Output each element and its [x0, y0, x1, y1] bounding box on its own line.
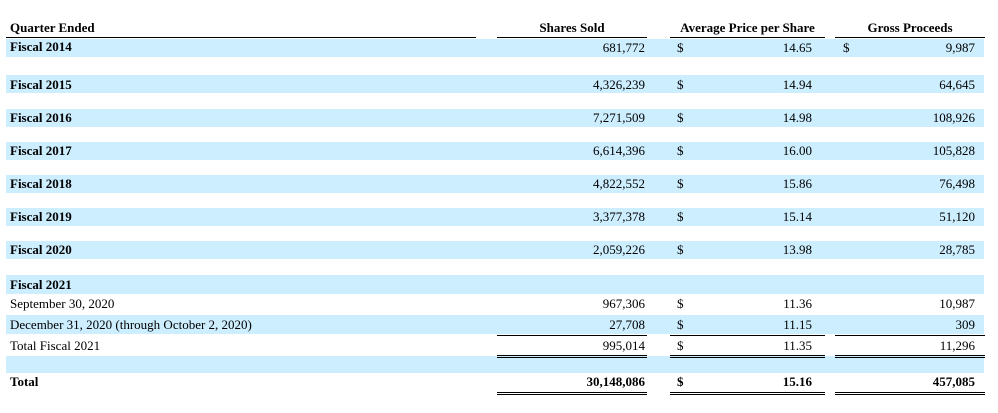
row-band: [6, 39, 984, 57]
shares-cell: 995,014: [602, 338, 645, 353]
total-double-rule: [670, 394, 825, 395]
row-label: Fiscal 2018: [10, 176, 72, 191]
row-label: Fiscal 2016: [10, 110, 72, 125]
section-label: Fiscal 2021: [10, 277, 72, 292]
price-cell: 11.36: [783, 296, 812, 311]
proceeds-cell: 51,120: [939, 209, 975, 224]
shares-cell: 7,271,509: [593, 110, 645, 125]
subtotal-rule: [835, 335, 985, 336]
price-cell: 16.00: [782, 143, 812, 158]
dollar-sign: $: [677, 338, 684, 353]
price-cell: 11.35: [783, 338, 812, 353]
price-cell: 15.14: [782, 209, 812, 224]
proceeds-cell: 76,498: [939, 176, 975, 191]
shares-cell: 2,059,226: [593, 242, 645, 257]
total-double-rule: [670, 392, 825, 393]
dollar-sign: $: [677, 296, 684, 311]
subtotal-double-rule: [497, 357, 647, 358]
proceeds-cell: 28,785: [939, 242, 975, 257]
row-band: [6, 75, 984, 93]
dollar-sign: $: [677, 143, 684, 158]
total-label: Total: [10, 374, 39, 389]
dollar-sign: $: [677, 374, 684, 389]
column-header-shares: Shares Sold: [539, 20, 605, 35]
header-underline: [835, 37, 985, 38]
subtotal-rule: [670, 335, 825, 336]
row-band: [6, 275, 984, 294]
row-band: [6, 109, 984, 127]
shares-cell: 4,326,239: [593, 77, 645, 92]
total-double-rule: [497, 392, 647, 393]
proceeds-cell: 64,645: [939, 77, 975, 92]
header-underline: [670, 37, 825, 38]
row-label: Fiscal 2015: [10, 77, 72, 92]
subtotal-double-rule: [670, 357, 825, 358]
price-cell: 13.98: [782, 242, 812, 257]
subtotal-double-rule: [497, 355, 647, 356]
price-cell: 14.98: [782, 110, 812, 125]
shares-cell: 6,614,396: [593, 143, 645, 158]
row-band: [6, 241, 984, 259]
proceeds-cell: 309: [955, 317, 976, 332]
price-cell: 11.15: [783, 317, 812, 332]
total-double-rule: [835, 394, 985, 395]
dollar-sign: $: [677, 209, 684, 224]
price-cell: 14.94: [782, 77, 812, 92]
shares-cell: 681,772: [602, 40, 645, 55]
column-header-avg-price: Average Price per Share: [680, 20, 815, 35]
shares-cell: 3,377,378: [593, 209, 645, 224]
row-band: [6, 356, 984, 373]
subtotal-double-rule: [835, 357, 985, 358]
subtotal-rule: [497, 335, 647, 336]
dollar-sign: $: [677, 110, 684, 125]
row-band: [6, 208, 984, 226]
shares-cell: 967,306: [602, 296, 645, 311]
dollar-sign: $: [677, 40, 684, 55]
total-double-rule: [497, 394, 647, 395]
row-label: Fiscal 2014: [10, 39, 72, 54]
proceeds-cell: 10,987: [939, 296, 975, 311]
row-band: [6, 315, 984, 334]
row-label: Total Fiscal 2021: [10, 338, 101, 353]
row-label: December 31, 2020 (through October 2, 20…: [10, 317, 252, 332]
row-label: Fiscal 2019: [10, 209, 72, 224]
dollar-sign: $: [843, 40, 850, 55]
shares-cell: 4,822,552: [593, 176, 645, 191]
subtotal-double-rule: [670, 355, 825, 356]
header-underline: [497, 37, 647, 38]
subtotal-double-rule: [835, 355, 985, 356]
header-underline: [6, 37, 476, 38]
shares-cell: 27,708: [609, 317, 645, 332]
row-label: Fiscal 2017: [10, 143, 72, 158]
row-label: September 30, 2020: [10, 296, 115, 311]
row-label: Fiscal 2020: [10, 242, 72, 257]
proceeds-total-cell: 457,085: [932, 374, 975, 389]
proceeds-cell: 108,926: [932, 110, 975, 125]
proceeds-cell: 9,987: [945, 40, 975, 55]
price-total-cell: 15.16: [782, 374, 812, 389]
dollar-sign: $: [677, 176, 684, 191]
shares-total-cell: 30,148,086: [586, 374, 646, 389]
row-band: [6, 142, 984, 160]
total-double-rule: [835, 392, 985, 393]
price-cell: 15.86: [782, 176, 812, 191]
price-cell: 14.65: [782, 40, 812, 55]
column-header-proceeds: Gross Proceeds: [867, 20, 953, 35]
dollar-sign: $: [677, 77, 684, 92]
column-header-quarter: Quarter Ended: [10, 20, 95, 35]
row-band: [6, 175, 984, 193]
proceeds-cell: 11,296: [939, 338, 975, 353]
dollar-sign: $: [677, 317, 684, 332]
proceeds-cell: 105,828: [932, 143, 975, 158]
dollar-sign: $: [677, 242, 684, 257]
